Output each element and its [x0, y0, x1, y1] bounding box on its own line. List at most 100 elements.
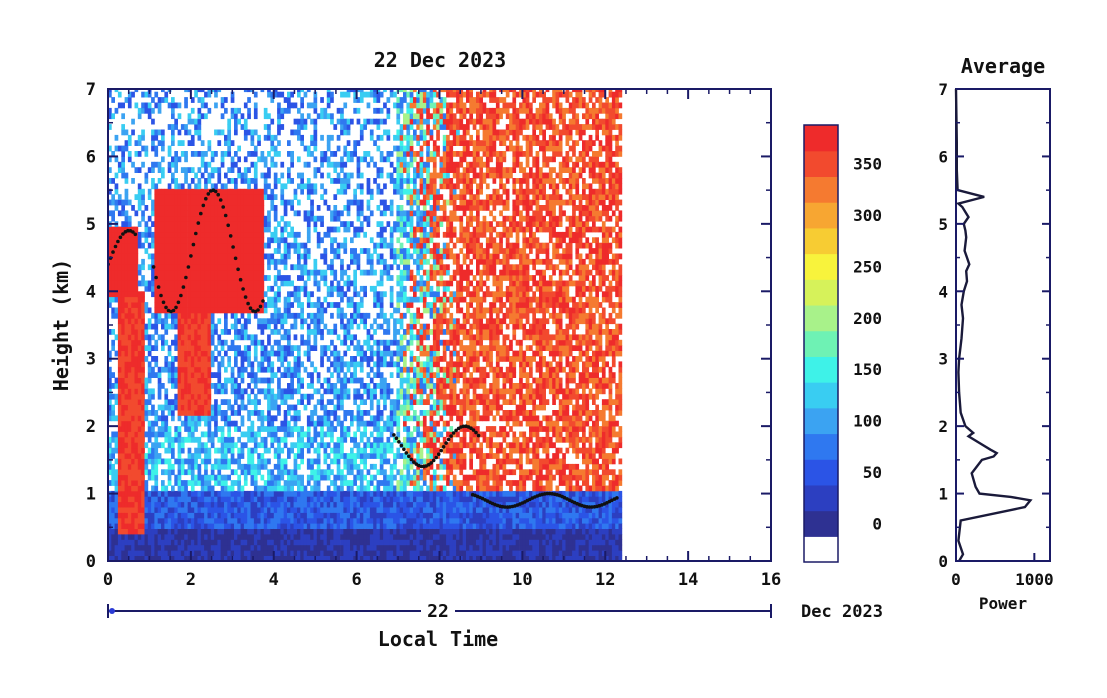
heatmap-cell: [214, 507, 218, 513]
heatmap-cell: [303, 550, 308, 556]
heatmap-cell: [237, 388, 241, 395]
heatmap-cell: [260, 237, 265, 244]
heatmap-cell: [151, 539, 155, 546]
heatmap-cell: [164, 490, 169, 497]
heatmap-cell: [124, 485, 129, 492]
heatmap-cell: [180, 544, 185, 551]
heatmap-cell: [277, 291, 281, 298]
heatmap-cell: [247, 517, 251, 524]
heatmap-cell: [197, 323, 202, 330]
heatmap-cell: [263, 393, 268, 400]
heatmap-cell: [273, 350, 278, 357]
heatmap-cell: [373, 420, 377, 427]
heatmap-cell: [263, 134, 268, 141]
heatmap-cell: [197, 296, 202, 303]
heatmap-cell: [310, 102, 314, 109]
heatmap-cell: [194, 372, 198, 378]
heatmap-cell: [141, 426, 145, 432]
heatmap-cell: [250, 463, 255, 470]
heatmap-cell: [121, 480, 125, 486]
heatmap-cell: [273, 178, 278, 184]
heatmap-cell: [330, 372, 334, 378]
heatmap-cell: [257, 264, 261, 271]
heatmap-cell: [137, 242, 142, 249]
heatmap-cell: [164, 555, 169, 561]
heatmap-cell: [300, 318, 304, 325]
heatmap-cell: [154, 210, 159, 217]
heatmap-cell: [124, 140, 129, 146]
heatmap-cell: [180, 528, 185, 535]
heatmap-cell: [350, 258, 354, 265]
heatmap-cell: [220, 242, 225, 249]
heatmap-cell: [243, 329, 248, 335]
heatmap-cell: [227, 550, 231, 556]
heatmap-cell: [171, 517, 175, 524]
heatmap-cell: [297, 501, 301, 508]
heatmap-cell: [250, 194, 255, 200]
heatmap-cell: [343, 339, 348, 346]
heatmap-cell: [379, 275, 384, 281]
heatmap-cell: [247, 280, 251, 287]
heatmap-cell: [369, 399, 374, 405]
heatmap-cell: [323, 188, 328, 195]
heatmap-cell: [240, 302, 245, 308]
heatmap-cell: [171, 172, 175, 179]
heatmap-cell: [164, 296, 169, 303]
heatmap-cell: [346, 210, 351, 217]
heatmap-cell: [117, 329, 122, 335]
heatmap-cell: [379, 350, 384, 357]
heatmap-cell: [356, 496, 361, 503]
heatmap-cell: [127, 134, 132, 141]
heatmap-cell: [190, 194, 195, 200]
heatmap-cell: [247, 291, 251, 298]
heatmap-cell: [280, 215, 285, 222]
heatmap-cell: [366, 528, 371, 535]
heatmap-cell: [336, 377, 341, 384]
heatmap-cell: [373, 555, 377, 561]
heatmap-cell: [237, 550, 241, 556]
heatmap-cell: [257, 296, 261, 303]
heatmap-cell: [217, 366, 222, 373]
heatmap-cell: [210, 517, 215, 524]
heatmap-cell: [293, 366, 298, 373]
heatmap-cell: [230, 285, 235, 292]
heatmap-cell: [283, 431, 288, 438]
heatmap-cell: [227, 356, 231, 362]
heatmap-cell: [177, 329, 182, 335]
heatmap-cell: [224, 490, 228, 497]
heatmap-cell: [171, 231, 175, 238]
heatmap-cell: [230, 383, 235, 389]
heatmap-cell: [340, 107, 344, 114]
heatmap-cell: [207, 172, 212, 179]
heatmap-cell: [253, 501, 258, 508]
heatmap-cell: [379, 291, 384, 298]
heatmap-cell: [227, 485, 231, 492]
heatmap-cell: [253, 237, 258, 244]
heatmap-cell: [190, 264, 195, 271]
heatmap-cell: [240, 215, 245, 222]
heatmap-cell: [376, 410, 381, 416]
heatmap-cell: [234, 226, 238, 233]
heatmap-cell: [257, 485, 261, 492]
heatmap-cell: [121, 469, 125, 476]
heatmap-cell: [124, 264, 129, 271]
heatmap-cell: [230, 410, 235, 416]
heatmap-cell: [366, 312, 371, 319]
heatmap-cell: [230, 269, 235, 276]
heatmap-cell: [214, 431, 218, 438]
heatmap-cell: [127, 555, 132, 561]
heatmap-cell: [283, 442, 288, 449]
heatmap-cell: [230, 544, 235, 551]
heatmap-cell: [257, 237, 261, 244]
heatmap-cell: [350, 490, 354, 497]
heatmap-cell: [194, 172, 198, 179]
heatmap-cell: [124, 480, 129, 486]
heatmap-cell: [197, 258, 202, 265]
heatmap-cell: [217, 550, 222, 556]
heatmap-cell: [330, 420, 334, 427]
heatmap-cell: [214, 275, 218, 281]
heatmap-cell: [147, 436, 152, 443]
heatmap-cell: [200, 366, 205, 373]
heatmap-cell: [280, 107, 285, 114]
heatmap-cell: [161, 480, 165, 486]
